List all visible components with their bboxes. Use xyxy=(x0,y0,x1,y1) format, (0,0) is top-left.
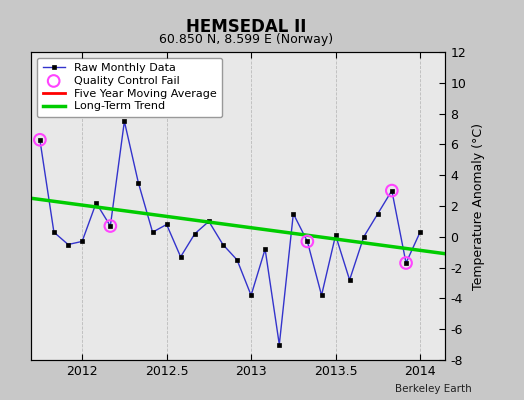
Y-axis label: Temperature Anomaly (°C): Temperature Anomaly (°C) xyxy=(472,122,485,290)
Raw Monthly Data xyxy=(389,188,395,193)
Raw Monthly Data xyxy=(206,219,212,224)
Raw Monthly Data xyxy=(375,211,381,216)
Raw Monthly Data xyxy=(79,239,85,244)
Raw Monthly Data xyxy=(220,242,226,247)
Raw Monthly Data xyxy=(178,254,184,259)
Raw Monthly Data xyxy=(135,180,141,185)
Raw Monthly Data xyxy=(304,239,311,244)
Raw Monthly Data xyxy=(192,231,198,236)
Raw Monthly Data xyxy=(121,119,127,124)
Raw Monthly Data xyxy=(51,230,57,234)
Quality Control Fail xyxy=(36,136,44,143)
Raw Monthly Data xyxy=(346,278,353,282)
Legend: Raw Monthly Data, Quality Control Fail, Five Year Moving Average, Long-Term Tren: Raw Monthly Data, Quality Control Fail, … xyxy=(37,58,222,117)
Raw Monthly Data xyxy=(332,233,339,238)
Raw Monthly Data xyxy=(93,200,99,205)
Raw Monthly Data xyxy=(248,293,254,298)
Raw Monthly Data xyxy=(319,293,325,298)
Quality Control Fail xyxy=(303,238,312,245)
Text: 60.850 N, 8.599 E (Norway): 60.850 N, 8.599 E (Norway) xyxy=(159,33,333,46)
Raw Monthly Data xyxy=(403,260,409,265)
Text: HEMSEDAL II: HEMSEDAL II xyxy=(186,18,307,36)
Raw Monthly Data xyxy=(290,211,297,216)
Raw Monthly Data xyxy=(149,230,156,234)
Quality Control Fail xyxy=(388,187,396,194)
Raw Monthly Data xyxy=(361,234,367,239)
Raw Monthly Data xyxy=(234,258,240,262)
Raw Monthly Data xyxy=(163,222,170,227)
Text: Berkeley Earth: Berkeley Earth xyxy=(395,384,472,394)
Raw Monthly Data xyxy=(262,247,268,252)
Raw Monthly Data xyxy=(417,230,423,234)
Raw Monthly Data xyxy=(37,137,43,142)
Raw Monthly Data xyxy=(65,242,71,247)
Raw Monthly Data xyxy=(107,224,114,228)
Quality Control Fail xyxy=(402,260,410,266)
Quality Control Fail xyxy=(106,223,115,229)
Raw Monthly Data xyxy=(276,342,282,347)
Line: Raw Monthly Data: Raw Monthly Data xyxy=(38,119,422,347)
